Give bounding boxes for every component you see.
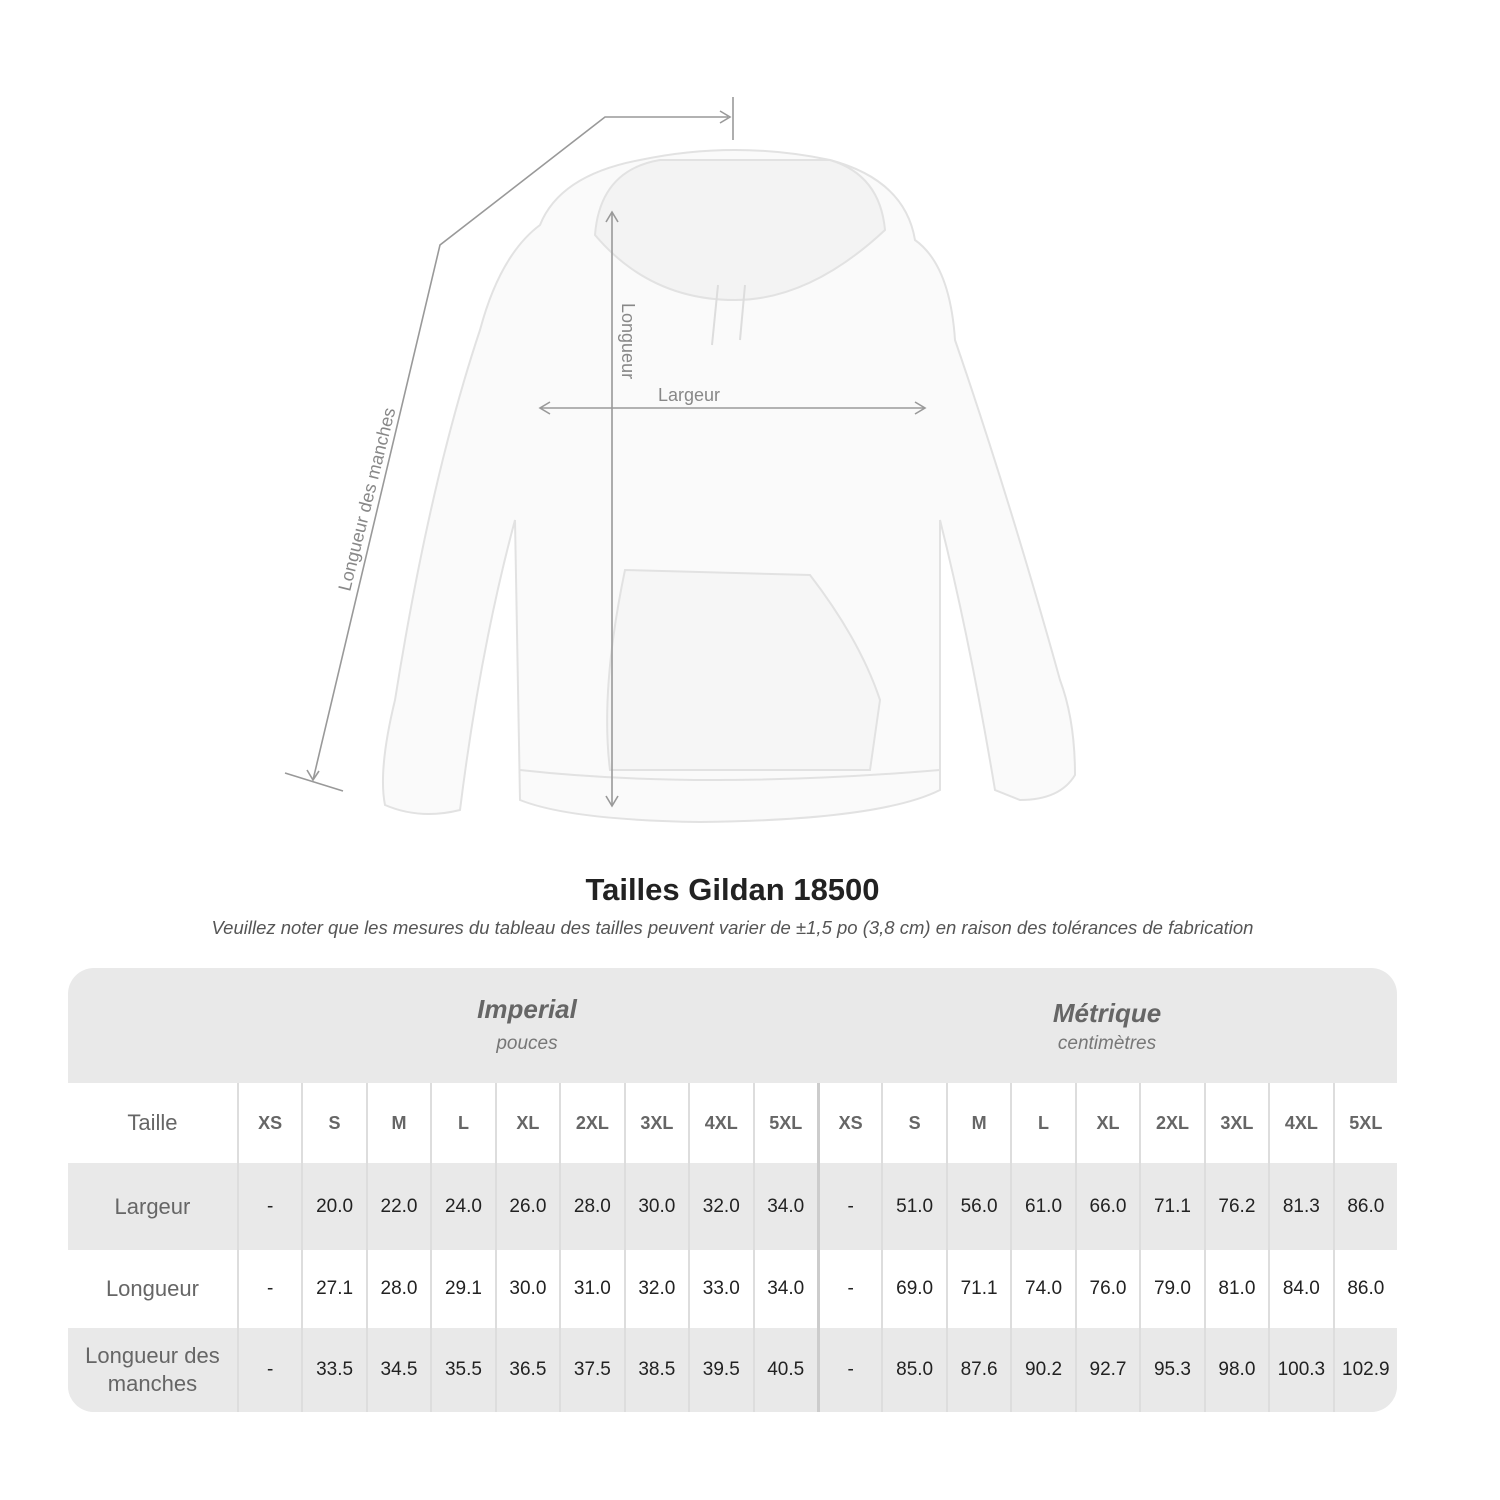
row-label: Taille <box>127 1110 178 1135</box>
size-header-cell: 3XL <box>1203 1083 1268 1163</box>
value-cell: 22.0 <box>365 1163 430 1250</box>
value-cell: 76.0 <box>1074 1250 1139 1328</box>
size-header-cell: S <box>881 1083 945 1163</box>
size-header-cell: L <box>1010 1083 1074 1163</box>
measurement-lines <box>284 97 927 808</box>
value-cell: 56.0 <box>945 1163 1010 1250</box>
metric-title: Métrique <box>1052 998 1162 1028</box>
hoodie-image <box>381 149 1077 824</box>
value-cell: 74.0 <box>1010 1250 1074 1328</box>
value-cell: 92.7 <box>1074 1328 1139 1412</box>
value-cell: 30.0 <box>623 1163 688 1250</box>
row-label: Largeur <box>114 1193 191 1219</box>
value-cell: - <box>816 1163 881 1250</box>
value-cell: 39.5 <box>688 1328 752 1412</box>
imperial-header: Imperial pouces <box>237 968 817 1109</box>
value-cell: 30.0 <box>494 1250 559 1328</box>
value-cell: 69.0 <box>881 1250 945 1328</box>
value-cell: 86.0 <box>1332 1163 1397 1250</box>
row-label: Longueur <box>105 1276 199 1301</box>
size-table: Imperial pouces Métrique centimètres Tai… <box>68 968 1397 1412</box>
value-cell: 95.3 <box>1139 1328 1203 1412</box>
value-cell: 76.2 <box>1203 1163 1268 1250</box>
chart-title: Tailles Gildan 18500 <box>585 872 880 907</box>
imperial-title: Imperial <box>477 994 577 1024</box>
value-cell: 71.1 <box>945 1250 1010 1328</box>
value-cell: - <box>236 1328 301 1412</box>
size-header-row: Taille XS S M L XL 2XL 3XL 4XL 5XL XS S M L XL 2XL 3XL 4X… <box>68 1083 1397 1163</box>
length-label: Longueur <box>618 303 638 379</box>
value-cell: 66.0 <box>1074 1163 1139 1250</box>
table-row: Longueur des manches -33.5 34.5 35.5 36.5 37.… <box>68 1328 1397 1412</box>
value-cell: 100.3 <box>1268 1328 1332 1412</box>
value-cell: 29.1 <box>430 1250 494 1328</box>
value-cell: 34.5 <box>365 1328 430 1412</box>
value-cell: 40.5 <box>752 1328 817 1412</box>
value-cell: 32.0 <box>688 1163 752 1250</box>
size-header-cell: XL <box>1074 1083 1139 1163</box>
row-label: Longueur des manches <box>85 1343 220 1396</box>
value-cell: 33.0 <box>688 1250 752 1328</box>
value-cell: 26.0 <box>494 1163 559 1250</box>
size-header-cell: XL <box>494 1083 559 1163</box>
value-cell: 37.5 <box>559 1328 623 1412</box>
value-cell: 61.0 <box>1010 1163 1074 1250</box>
size-header-cell: M <box>365 1083 430 1163</box>
metric-unit: centimètres <box>1057 1033 1157 1054</box>
imperial-unit: pouces <box>496 1033 558 1054</box>
value-cell: 81.0 <box>1203 1250 1268 1328</box>
size-header-cell: 4XL <box>1268 1083 1332 1163</box>
size-header-cell: 2XL <box>1139 1083 1203 1163</box>
value-cell: 81.3 <box>1268 1163 1332 1250</box>
value-cell: 98.0 <box>1203 1328 1268 1412</box>
value-cell: 102.9 <box>1332 1328 1397 1412</box>
table-row: Longueur -27.1 28.0 29.1 30.0 31.0 32.0 33.0 34.… <box>68 1250 1397 1328</box>
value-cell: - <box>816 1250 881 1328</box>
value-cell: 24.0 <box>430 1163 494 1250</box>
value-cell: 20.0 <box>301 1163 365 1250</box>
value-cell: 84.0 <box>1268 1250 1332 1328</box>
value-cell: 28.0 <box>365 1250 430 1328</box>
value-cell: 87.6 <box>945 1328 1010 1412</box>
size-header-cell: M <box>945 1083 1010 1163</box>
value-cell: - <box>236 1250 301 1328</box>
size-header-cell: L <box>430 1083 494 1163</box>
value-cell: 33.5 <box>301 1328 365 1412</box>
value-cell: - <box>236 1163 301 1250</box>
value-cell: - <box>816 1328 881 1412</box>
width-label: Largeur <box>658 385 720 405</box>
sleeve-length-label: Longueur des manches <box>334 406 399 593</box>
tolerance-note: Veuillez noter que les mesures du tablea… <box>211 917 1254 938</box>
size-header-cell: 5XL <box>1332 1083 1397 1163</box>
value-cell: 35.5 <box>430 1328 494 1412</box>
size-header-cell: S <box>301 1083 365 1163</box>
value-cell: 51.0 <box>881 1163 945 1250</box>
value-cell: 85.0 <box>881 1328 945 1412</box>
value-cell: 27.1 <box>301 1250 365 1328</box>
size-header-cell: XS <box>816 1083 881 1163</box>
value-cell: 32.0 <box>623 1250 688 1328</box>
value-cell: 31.0 <box>559 1250 623 1328</box>
value-cell: 71.1 <box>1139 1163 1203 1250</box>
size-header-cell: XS <box>236 1083 301 1163</box>
size-header-cell: 3XL <box>623 1083 688 1163</box>
value-cell: 86.0 <box>1332 1250 1397 1328</box>
value-cell: 34.0 <box>752 1163 817 1250</box>
value-cell: 34.0 <box>752 1250 817 1328</box>
size-header-cell: 2XL <box>559 1083 623 1163</box>
value-cell: 38.5 <box>623 1328 688 1412</box>
size-header-cell: 5XL <box>752 1083 817 1163</box>
size-header-cell: 4XL <box>688 1083 752 1163</box>
metric-header: Métrique centimètres <box>817 968 1397 1113</box>
value-cell: 79.0 <box>1139 1250 1203 1328</box>
value-cell: 36.5 <box>494 1328 559 1412</box>
value-cell: 90.2 <box>1010 1328 1074 1412</box>
table-row: Largeur -20.0 22.0 24.0 26.0 28.0 30.0 32.0 34.0… <box>68 1163 1397 1250</box>
value-cell: 28.0 <box>559 1163 623 1250</box>
hoodie-illustration: Longueur des manches Longueur Largeur <box>284 97 1077 824</box>
